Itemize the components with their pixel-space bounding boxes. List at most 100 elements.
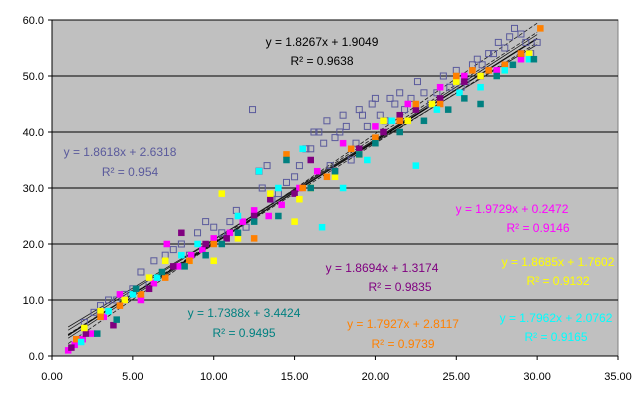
data-point — [82, 330, 90, 337]
data-point — [81, 324, 88, 332]
data-point — [68, 344, 75, 351]
data-point — [364, 156, 371, 164]
data-point — [517, 55, 525, 63]
data-point — [501, 61, 509, 69]
data-point — [494, 38, 502, 46]
data-point — [202, 251, 209, 259]
x-tick-label: 30.00 — [523, 371, 551, 383]
y-tick-label: 20.0 — [23, 239, 44, 251]
data-point — [323, 173, 331, 181]
data-point — [485, 50, 493, 58]
trendline-equation: y = 1.7962x + 2.0762 — [500, 311, 613, 325]
y-tick-label: 10.0 — [23, 295, 44, 307]
data-point — [153, 274, 161, 281]
data-point — [439, 72, 447, 80]
data-point — [113, 316, 120, 323]
data-point — [210, 257, 217, 265]
data-point — [283, 151, 290, 158]
data-point — [469, 67, 476, 74]
trendline-equation: y = 1.9729x + 0.2472 — [456, 202, 569, 216]
data-point — [412, 100, 420, 108]
x-tick-label: 5.00 — [122, 371, 143, 383]
data-point — [339, 139, 347, 147]
r-squared-label: R² = 0.9638 — [290, 54, 353, 68]
data-point — [436, 95, 444, 102]
data-point — [145, 274, 153, 281]
x-tick-label: 0.00 — [41, 371, 62, 383]
data-point — [380, 117, 387, 125]
data-point — [517, 50, 525, 57]
data-point — [267, 190, 274, 197]
data-point — [250, 212, 258, 220]
data-point — [267, 195, 274, 203]
x-tick-label: 35.00 — [604, 371, 632, 383]
data-point — [342, 122, 350, 130]
x-tick-label: 25.00 — [443, 371, 471, 383]
data-point — [199, 246, 206, 253]
y-tick-label: 0.0 — [29, 351, 44, 363]
x-tick-label: 20.00 — [362, 371, 390, 383]
data-point — [291, 173, 299, 181]
data-point — [249, 106, 257, 114]
data-point — [161, 274, 169, 281]
data-point — [412, 106, 420, 113]
trendline-equation: y = 1.8685x + 1.7602 — [502, 255, 615, 269]
data-point — [218, 240, 226, 248]
data-point — [533, 38, 541, 46]
data-point — [363, 122, 371, 130]
data-point — [202, 218, 210, 226]
data-point — [489, 50, 497, 58]
data-point — [178, 229, 185, 237]
data-point — [210, 223, 218, 231]
trendline-equation: y = 1.7388x + 3.4424 — [188, 306, 301, 320]
data-point — [477, 83, 484, 91]
data-point — [473, 55, 481, 63]
data-point — [218, 190, 226, 197]
data-point — [291, 218, 298, 225]
data-point — [77, 338, 85, 346]
data-point — [210, 240, 217, 248]
data-point — [194, 229, 202, 237]
data-point — [218, 229, 226, 237]
data-point — [412, 162, 420, 169]
data-point — [485, 67, 492, 74]
data-point — [278, 201, 285, 209]
trendline-equation-left: y = 1.8618x + 2.6318 — [64, 145, 177, 159]
data-point — [234, 235, 242, 242]
data-point — [396, 89, 404, 97]
data-point — [461, 78, 468, 85]
data-point — [94, 330, 101, 337]
data-point — [291, 190, 298, 197]
data-point — [223, 235, 230, 242]
data-point — [525, 50, 533, 57]
data-point — [461, 95, 468, 102]
data-point — [356, 151, 363, 158]
trendline-equation: y = 1.8267x + 1.9049 — [266, 35, 379, 49]
data-point — [275, 212, 282, 220]
data-point — [517, 30, 525, 38]
data-point — [307, 156, 314, 164]
data-point — [478, 61, 486, 69]
data-point — [420, 89, 428, 97]
trendline-equation: y = 1.8694x + 1.3174 — [326, 261, 439, 275]
data-point — [396, 117, 403, 125]
data-point — [110, 321, 117, 329]
r-squared-label: R² = 0.9739 — [371, 337, 434, 351]
data-point — [299, 145, 306, 153]
data-point — [255, 167, 263, 175]
data-point — [511, 24, 519, 32]
data-point — [234, 229, 242, 237]
data-point — [396, 111, 403, 119]
trendline — [67, 22, 538, 344]
data-point — [372, 134, 379, 141]
data-point — [307, 145, 315, 153]
data-point — [420, 117, 428, 125]
data-point — [226, 218, 234, 226]
data-point — [433, 106, 441, 113]
data-point — [522, 38, 530, 46]
data-point — [358, 111, 366, 119]
data-point — [239, 218, 247, 225]
x-tick-label: 10.00 — [200, 371, 228, 383]
data-point — [347, 145, 355, 153]
